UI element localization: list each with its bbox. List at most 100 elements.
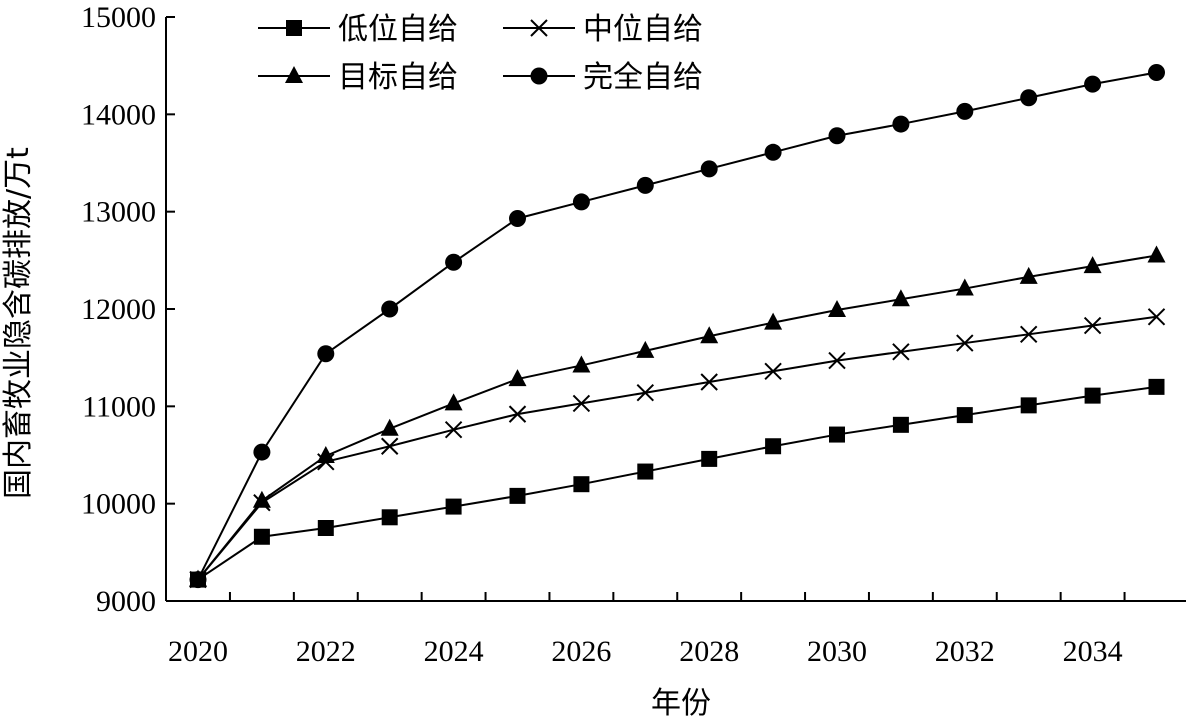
- data-point: [1020, 89, 1038, 107]
- data-point: [637, 463, 654, 480]
- data-point: [508, 369, 527, 387]
- x-tick-label: 2028: [679, 635, 739, 668]
- data-point: [636, 340, 655, 358]
- legend-item: 低位自给: [258, 12, 458, 47]
- data-point: [701, 450, 718, 467]
- y-axis-title: 国内畜牧业隐含碳排放/万t: [1, 147, 36, 499]
- data-point: [1083, 256, 1102, 274]
- series-circle: [189, 63, 1165, 589]
- legend-label: 目标自给: [338, 60, 458, 95]
- data-point: [764, 312, 783, 330]
- data-point: [1148, 63, 1165, 81]
- x-axis-title: 年份: [651, 686, 711, 721]
- data-point: [253, 528, 270, 545]
- data-point: [1084, 387, 1101, 404]
- data-point: [445, 253, 463, 271]
- data-point: [892, 115, 910, 133]
- data-point: [509, 487, 526, 504]
- data-point: [572, 193, 590, 211]
- data-point: [189, 571, 207, 589]
- data-point: [572, 355, 591, 373]
- x-tick-label: 2034: [1063, 635, 1123, 668]
- legend-item: 中位自给: [503, 12, 703, 47]
- series-line: [197, 385, 1157, 581]
- series-layer: [189, 63, 1166, 589]
- series-line: [197, 315, 1157, 581]
- x-tick-label: 2024: [424, 635, 484, 668]
- data-point: [1083, 316, 1102, 335]
- data-point: [700, 160, 718, 178]
- series-triangle: [189, 245, 1166, 587]
- data-point: [381, 300, 399, 318]
- data-point: [1147, 245, 1166, 263]
- data-point: [253, 443, 271, 461]
- series-square: [190, 378, 1165, 588]
- x-tick-label: 2032: [935, 635, 995, 668]
- y-tick-label: 14000: [81, 98, 156, 131]
- data-point: [829, 426, 845, 443]
- legend-item: 目标自给: [258, 60, 458, 95]
- y-tick-label: 12000: [81, 293, 156, 326]
- data-point: [1019, 325, 1038, 344]
- legend-marker: [285, 66, 303, 83]
- data-point: [1020, 397, 1037, 414]
- data-point: [444, 420, 463, 439]
- data-point: [317, 520, 334, 536]
- data-point: [508, 405, 527, 423]
- data-point: [828, 351, 846, 370]
- y-tick-label: 9000: [96, 585, 156, 618]
- data-point: [828, 299, 846, 317]
- y-tick-label: 11000: [82, 390, 156, 423]
- data-point: [316, 445, 335, 463]
- data-point: [764, 362, 782, 381]
- series-x: [189, 308, 1166, 589]
- data-point: [381, 509, 398, 526]
- series-line: [197, 71, 1157, 581]
- data-point: [956, 102, 974, 120]
- data-point: [764, 143, 782, 161]
- data-point: [572, 394, 591, 413]
- legend-marker: [530, 67, 548, 85]
- data-point: [317, 345, 335, 363]
- series-line: [197, 254, 1157, 581]
- data-point: [636, 383, 655, 402]
- data-point: [956, 334, 974, 352]
- legend-label: 低位自给: [338, 12, 458, 47]
- data-point: [573, 476, 590, 493]
- data-point: [892, 416, 909, 433]
- data-point: [1019, 266, 1038, 284]
- data-point: [509, 209, 526, 227]
- data-point: [956, 407, 973, 424]
- legend-marker: [530, 19, 548, 37]
- data-point: [891, 289, 910, 307]
- legend-label: 完全自给: [583, 60, 703, 95]
- data-point: [765, 438, 782, 455]
- data-point: [828, 127, 846, 145]
- data-point: [955, 278, 974, 296]
- data-point: [444, 393, 463, 411]
- y-tick-label: 15000: [81, 1, 156, 34]
- data-point: [380, 437, 399, 455]
- legend-item: 完全自给: [503, 60, 703, 95]
- data-point: [700, 373, 718, 391]
- y-tick-label: 13000: [81, 196, 156, 229]
- data-point: [380, 418, 399, 436]
- legend-marker: [286, 20, 302, 36]
- x-tick-label: 2026: [551, 635, 611, 668]
- data-point: [445, 498, 462, 515]
- data-point: [1147, 308, 1166, 326]
- data-point: [1084, 75, 1102, 93]
- y-tick-label: 10000: [81, 488, 156, 521]
- x-tick-label: 2020: [168, 635, 228, 668]
- x-tick-label: 2030: [807, 635, 867, 668]
- data-point: [636, 176, 654, 194]
- data-point: [700, 326, 719, 344]
- legend-label: 中位自给: [583, 12, 703, 47]
- x-tick-label: 2022: [296, 635, 356, 668]
- data-point: [252, 490, 271, 508]
- data-point: [1148, 378, 1165, 395]
- data-point: [892, 343, 910, 361]
- axes: 9000 10000 11000 12000 13000 14000 15000 2020 20…: [81, 1, 1186, 668]
